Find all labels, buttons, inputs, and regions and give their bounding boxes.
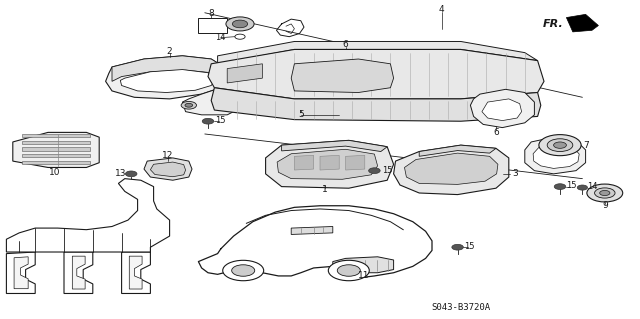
Text: FR.: FR. — [543, 19, 563, 29]
Text: 15: 15 — [464, 242, 474, 251]
Polygon shape — [182, 77, 240, 115]
Text: 3: 3 — [513, 169, 518, 178]
Polygon shape — [22, 147, 90, 151]
Text: 6: 6 — [493, 128, 499, 137]
Text: 1: 1 — [323, 185, 328, 194]
Polygon shape — [394, 145, 509, 195]
Circle shape — [328, 260, 369, 281]
Polygon shape — [144, 158, 192, 180]
Text: 4: 4 — [439, 5, 444, 14]
Polygon shape — [470, 89, 534, 128]
Polygon shape — [22, 141, 90, 144]
Text: 14: 14 — [587, 182, 597, 191]
Circle shape — [587, 184, 623, 202]
Polygon shape — [208, 49, 544, 99]
Polygon shape — [266, 140, 394, 188]
Polygon shape — [150, 162, 186, 177]
Text: 6: 6 — [343, 40, 348, 49]
Text: 15: 15 — [216, 116, 226, 125]
Polygon shape — [346, 155, 365, 170]
Circle shape — [595, 188, 615, 198]
Circle shape — [185, 103, 193, 107]
Polygon shape — [6, 252, 35, 293]
Circle shape — [539, 135, 581, 156]
Polygon shape — [482, 99, 522, 121]
Polygon shape — [294, 155, 314, 170]
Text: S043-B3720A: S043-B3720A — [431, 303, 490, 312]
Text: 14: 14 — [216, 33, 226, 42]
Polygon shape — [6, 179, 170, 252]
Polygon shape — [277, 149, 378, 179]
Circle shape — [452, 244, 463, 250]
Polygon shape — [198, 206, 432, 278]
Text: 15: 15 — [382, 166, 392, 174]
Polygon shape — [72, 256, 85, 289]
Polygon shape — [22, 161, 90, 164]
Text: 12: 12 — [162, 151, 173, 160]
Circle shape — [235, 34, 245, 39]
Circle shape — [226, 17, 254, 31]
Circle shape — [223, 260, 264, 281]
Polygon shape — [333, 257, 394, 273]
Polygon shape — [106, 56, 227, 99]
Polygon shape — [218, 41, 538, 64]
Text: 9: 9 — [602, 201, 607, 210]
Polygon shape — [22, 134, 90, 137]
Polygon shape — [13, 132, 99, 167]
Polygon shape — [291, 226, 333, 234]
Circle shape — [232, 265, 255, 276]
Text: 11: 11 — [358, 271, 369, 280]
Circle shape — [577, 185, 588, 190]
Circle shape — [202, 118, 214, 124]
Polygon shape — [227, 64, 262, 83]
Text: 10: 10 — [49, 168, 60, 177]
Polygon shape — [525, 137, 586, 174]
Circle shape — [125, 171, 137, 177]
Polygon shape — [419, 145, 496, 156]
Text: 13: 13 — [115, 169, 126, 178]
Polygon shape — [320, 155, 339, 170]
Text: 8: 8 — [209, 9, 214, 18]
Circle shape — [554, 142, 566, 148]
Text: 5: 5 — [298, 110, 303, 119]
Circle shape — [369, 168, 380, 174]
Circle shape — [232, 20, 248, 28]
Circle shape — [547, 139, 573, 152]
Polygon shape — [120, 70, 216, 93]
Polygon shape — [22, 154, 90, 157]
Polygon shape — [533, 144, 579, 168]
Circle shape — [554, 184, 566, 189]
Circle shape — [337, 265, 360, 276]
Text: 7: 7 — [583, 141, 588, 150]
Polygon shape — [112, 56, 224, 81]
Polygon shape — [198, 18, 227, 33]
Polygon shape — [14, 257, 28, 289]
Circle shape — [600, 190, 610, 196]
Text: 15: 15 — [566, 182, 577, 190]
Polygon shape — [282, 140, 387, 152]
Polygon shape — [64, 252, 93, 293]
Polygon shape — [129, 256, 142, 289]
Polygon shape — [211, 88, 541, 121]
Polygon shape — [566, 14, 598, 32]
Polygon shape — [291, 59, 394, 93]
Text: 2: 2 — [167, 47, 172, 56]
Polygon shape — [122, 252, 150, 293]
Polygon shape — [404, 153, 498, 184]
Circle shape — [181, 101, 196, 109]
